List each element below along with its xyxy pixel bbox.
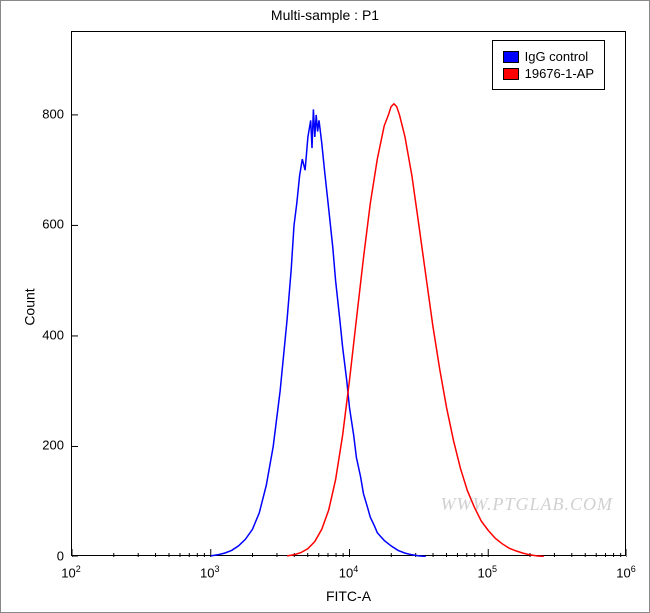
y-axis-label: Count [22,288,38,325]
legend-swatch-icon [503,68,519,80]
legend: IgG control 19676-1-AP [492,40,605,90]
legend-label: IgG control [525,49,589,64]
legend-label: 19676-1-AP [525,66,594,81]
x-tick-label: 105 [478,564,497,580]
chart-container: Multi-sample : P1 Count IgG control 1967… [0,0,650,613]
plot-area: IgG control 19676-1-AP WWW.PTGLAB.COM [71,31,626,556]
plot-svg [72,32,627,557]
legend-item: IgG control [503,49,594,64]
x-tick-label: 102 [61,564,80,580]
chart-title: Multi-sample : P1 [1,7,649,23]
x-tick-label: 106 [616,564,635,580]
x-tick-label: 103 [200,564,219,580]
y-tick-label: 800 [42,106,64,121]
y-tick-label: 600 [42,217,64,232]
y-tick-label: 200 [42,438,64,453]
x-axis-label: FITC-A [71,588,626,604]
y-tick-label: 0 [57,549,64,564]
legend-swatch-icon [503,51,519,63]
legend-item: 19676-1-AP [503,66,594,81]
y-tick-label: 400 [42,327,64,342]
x-tick-label: 104 [339,564,358,580]
